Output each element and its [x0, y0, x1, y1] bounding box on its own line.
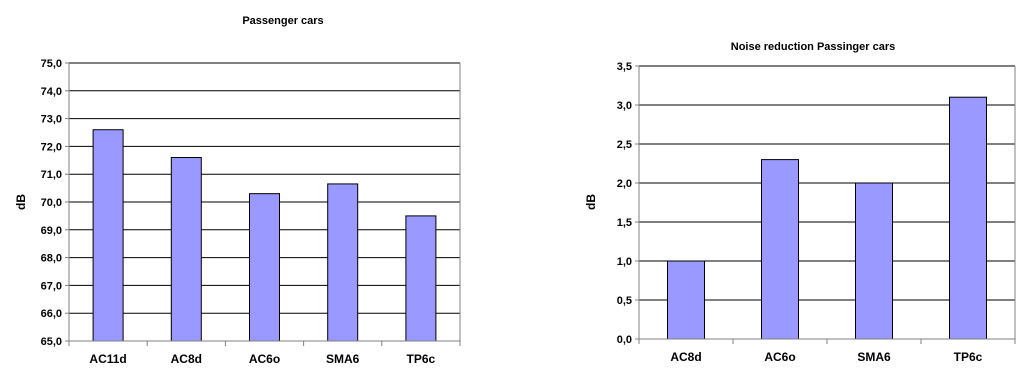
- chart-title: Passenger cars: [242, 15, 323, 27]
- bar-SMA6: [327, 183, 359, 342]
- bars: [667, 96, 987, 340]
- bar-AC8d: [170, 157, 202, 342]
- y-tick-label: 69,0: [41, 225, 62, 237]
- bars: [92, 129, 437, 342]
- y-tick-label: 3,5: [617, 61, 632, 73]
- bar-AC8d: [667, 260, 705, 340]
- y-tick-label: 2,5: [617, 139, 632, 151]
- x-tick-label: TP6c: [407, 352, 436, 366]
- bar-TP6c: [949, 96, 987, 340]
- x-tick-label: SMA6: [857, 350, 891, 364]
- y-tick-label: 73,0: [41, 114, 62, 126]
- x-tick-labels: AC8d AC6o SMA6 TP6c: [670, 350, 982, 364]
- y-axis-label: dB: [14, 194, 28, 210]
- bar-AC11d: [92, 129, 124, 342]
- y-tick-label: 68,0: [41, 253, 62, 265]
- y-tick-label: 1,0: [617, 256, 632, 268]
- y-axis-label: dB: [584, 194, 598, 210]
- y-tick-label: 65,0: [41, 336, 62, 348]
- y-tick-label: 2,0: [617, 178, 632, 190]
- y-tick-label: 0,5: [617, 295, 632, 307]
- x-tick-label: AC11d: [89, 352, 126, 366]
- chart-noise-reduction: Noise reduction Passinger cars dB 0,0 0,5…: [584, 41, 1016, 364]
- x-tick-label: AC8d: [670, 350, 701, 364]
- y-tick-label: 74,0: [41, 86, 62, 98]
- y-tick-label: 70,0: [41, 197, 62, 209]
- chart-title: Noise reduction Passinger cars: [731, 41, 895, 53]
- x-tick-label: AC6o: [249, 352, 280, 366]
- axes: [65, 62, 461, 346]
- y-tick-labels: 0,0 0,5 1,0 1,5 2,0 2,5 3,0 3,5: [617, 61, 632, 346]
- x-tick-labels: AC11d AC8d AC6o SMA6 TP6c: [89, 352, 435, 366]
- y-tick-label: 0,0: [617, 334, 632, 346]
- y-tick-label: 72,0: [41, 141, 62, 153]
- bar-TP6c: [405, 215, 437, 342]
- x-tick-label: AC6o: [764, 350, 795, 364]
- axes: [635, 65, 1016, 344]
- y-tick-label: 71,0: [41, 169, 62, 181]
- bar-SMA6: [855, 182, 893, 340]
- y-tick-label: 1,5: [617, 217, 632, 229]
- x-tick-label: TP6c: [954, 350, 983, 364]
- bar-AC6o: [249, 193, 280, 342]
- x-tick-label: AC8d: [171, 352, 202, 366]
- x-tick-label: SMA6: [326, 352, 360, 366]
- y-tick-label: 3,0: [617, 100, 632, 112]
- y-tick-label: 67,0: [41, 280, 62, 292]
- bar-AC6o: [761, 159, 799, 340]
- chart-passenger-cars: Passenger cars dB 65,0 66,0 67,0 68,0 69,0 70…: [14, 15, 461, 366]
- y-tick-label: 66,0: [41, 308, 62, 320]
- y-tick-label: 75,0: [41, 58, 62, 70]
- y-tick-labels: 65,0 66,0 67,0 68,0 69,0 70,0 71,0 72,0 73,0 74,0…: [41, 58, 62, 348]
